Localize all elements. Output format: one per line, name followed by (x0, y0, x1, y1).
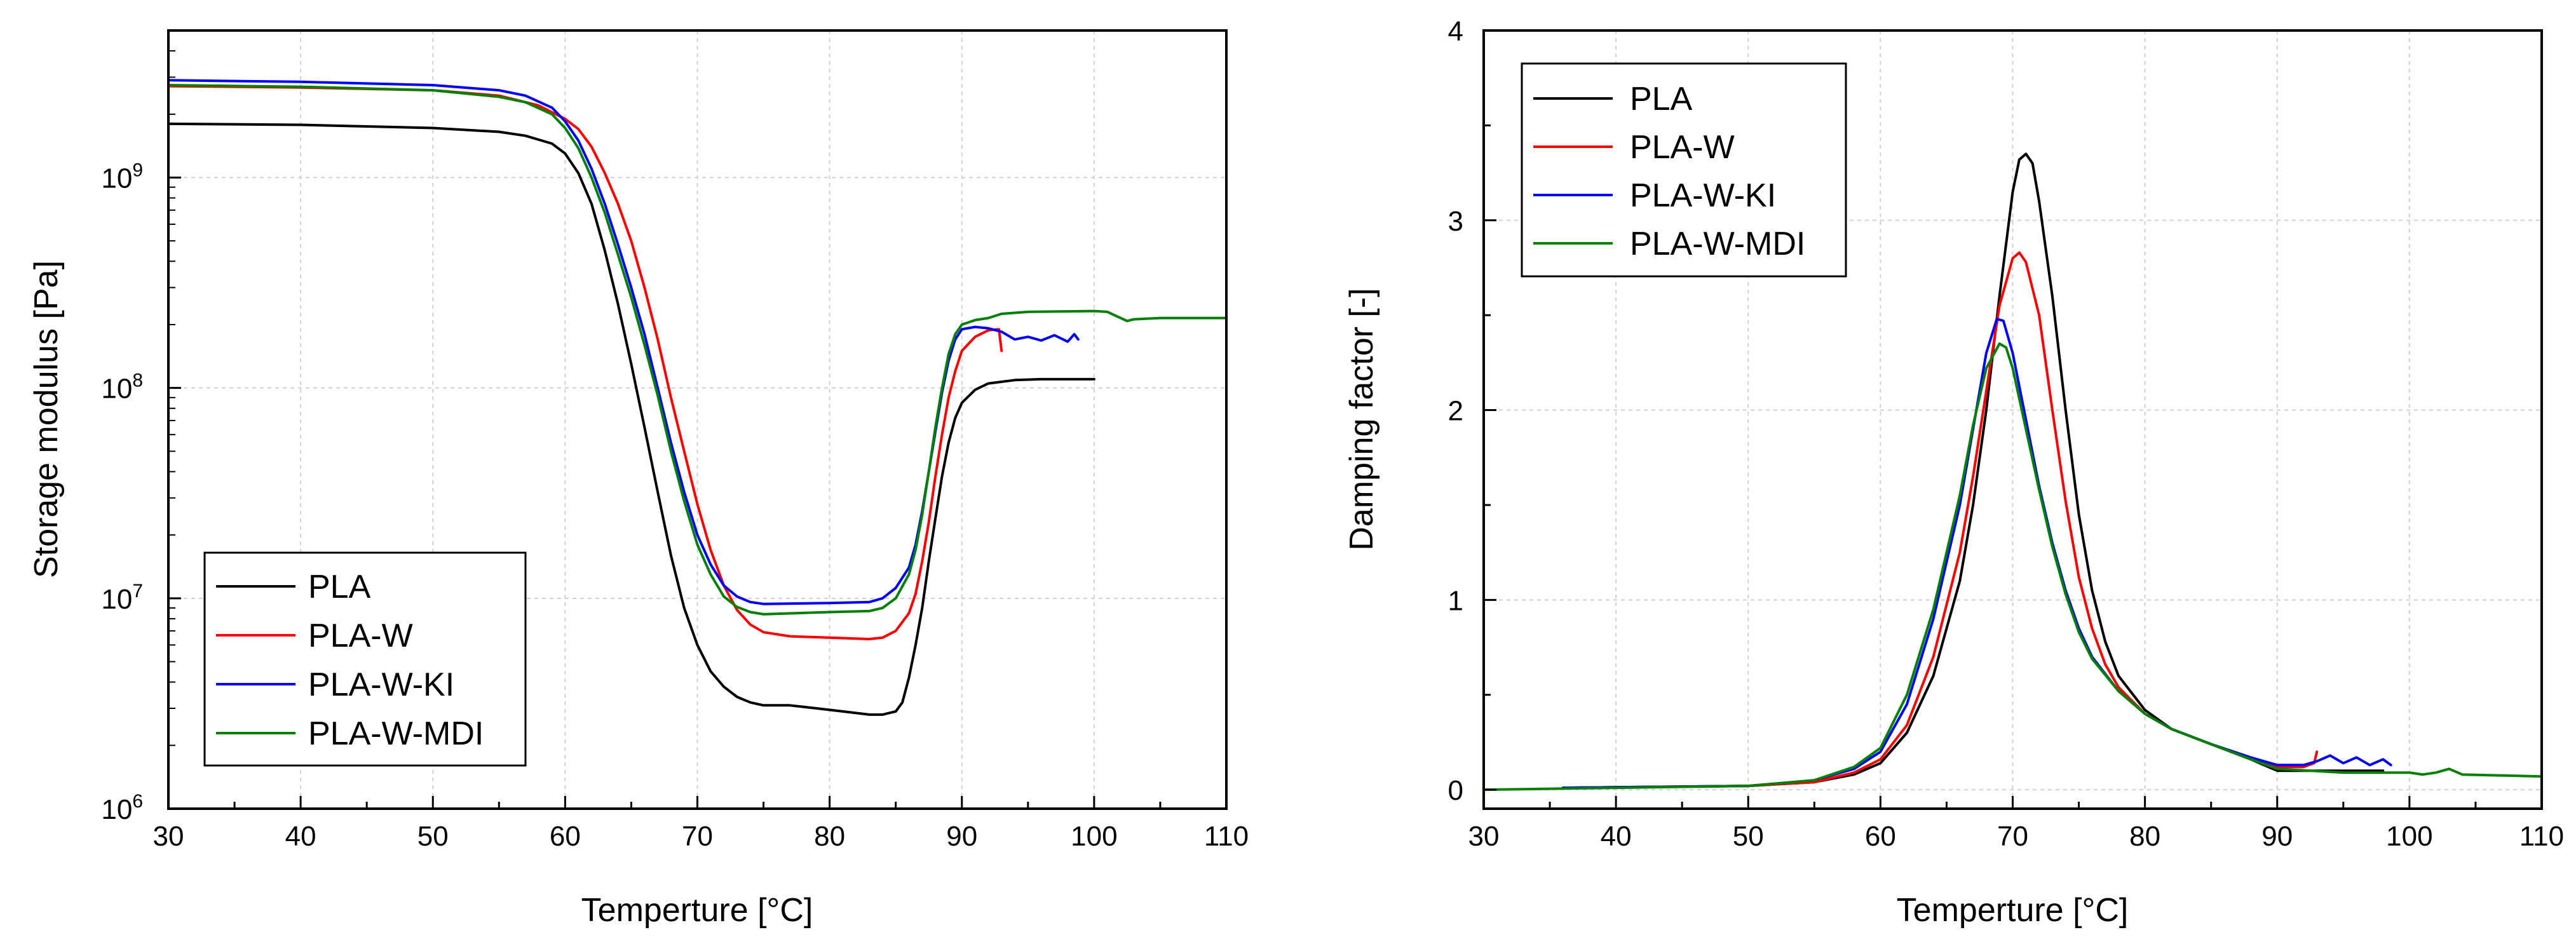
damping-legend-label-pla-w: PLA-W (1630, 129, 1735, 166)
damping-legend: PLA PLA-W PLA-W-KI PLA-W-MDI (1521, 62, 1847, 278)
storage-xtick-label-50: 50 (417, 821, 449, 852)
damping-xtick-label-80: 80 (2129, 821, 2160, 852)
storage-legend-label-pla-w-ki: PLA-W-KI (308, 666, 454, 703)
damping-factor-panel: 30 40 50 60 70 80 90 100 110 0 1 2 3 4 Temperture [°C… (1343, 16, 2564, 929)
damping-xtick-label-40: 40 (1601, 821, 1632, 852)
damping-ytick-label-1: 1 (1448, 585, 1463, 616)
storage-legend-label-pla: PLA (308, 569, 371, 605)
storage-xtick-label-110: 110 (1204, 821, 1249, 852)
storage-legend-label-pla-w: PLA-W (308, 617, 413, 654)
storage-xtick-label-60: 60 (550, 821, 581, 852)
storage-ytick-label-6: 106 (101, 791, 143, 825)
storage-xtick-label-30: 30 (153, 821, 184, 852)
damping-xtick-label-50: 50 (1733, 821, 1764, 852)
damping-ytick-label-4: 4 (1448, 16, 1463, 47)
damping-ytick-label-3: 3 (1448, 206, 1463, 237)
storage-legend-box (203, 551, 527, 767)
storage-xtick-label-40: 40 (285, 821, 316, 852)
damping-xtick-label-100: 100 (2386, 821, 2432, 852)
damping-series-group (1482, 152, 2543, 792)
damping-ylabel: Damping factor [-] (1343, 288, 1380, 550)
damping-series-pla-w-ki (1561, 318, 2392, 790)
storage-ytick-label-9: 109 (101, 159, 143, 194)
damping-ytick-label-2: 2 (1448, 396, 1463, 427)
damping-xtick-label-70: 70 (1997, 821, 2028, 852)
damping-xtick-label-60: 60 (1865, 821, 1896, 852)
storage-series-pla-w-mdi (167, 84, 1228, 616)
storage-ytick-label-7: 107 (101, 581, 143, 615)
damping-xtick-label-110: 110 (2519, 821, 2564, 852)
damping-ticks: 30 40 50 60 70 80 90 100 110 0 1 2 3 4 (1448, 16, 2565, 852)
storage-legend: PLA PLA-W PLA-W-KI PLA-W-MDI (203, 551, 527, 767)
storage-ticks: 30 40 50 60 70 80 90 100 110 106 107 108 109 (101, 30, 1249, 852)
storage-xtick-label-100: 100 (1071, 821, 1117, 852)
damping-legend-label-pla-w-mdi: PLA-W-MDI (1630, 226, 1805, 262)
damping-legend-label-pla: PLA (1630, 81, 1693, 118)
storage-series-pla-w (167, 84, 1003, 640)
storage-xtick-label-90: 90 (946, 821, 977, 852)
damping-ytick-label-0: 0 (1448, 775, 1463, 806)
storage-grid (168, 30, 1226, 809)
damping-series-pla-w (1561, 251, 2319, 790)
storage-xtick-label-80: 80 (814, 821, 845, 852)
storage-xtick-label-70: 70 (682, 821, 713, 852)
storage-xlabel: Temperture [°C] (581, 892, 813, 929)
damping-legend-label-pla-w-ki: PLA-W-KI (1630, 177, 1776, 214)
storage-ylabel: Storage modulus [Pa] (28, 260, 65, 578)
storage-series-pla (167, 122, 1095, 716)
storage-ytick-label-8: 108 (101, 370, 143, 405)
storage-series-pla-w-ki (167, 79, 1080, 605)
damping-xtick-label-90: 90 (2261, 821, 2293, 852)
storage-modulus-panel: 30 40 50 60 70 80 90 100 110 106 107 108 109 Tempert… (28, 29, 1249, 929)
storage-series-group (167, 79, 1228, 716)
damping-series-pla-w-mdi (1482, 342, 2543, 792)
damping-xtick-label-30: 30 (1468, 821, 1500, 852)
storage-legend-label-pla-w-mdi: PLA-W-MDI (308, 715, 484, 752)
damping-xlabel: Temperture [°C] (1897, 892, 2129, 929)
